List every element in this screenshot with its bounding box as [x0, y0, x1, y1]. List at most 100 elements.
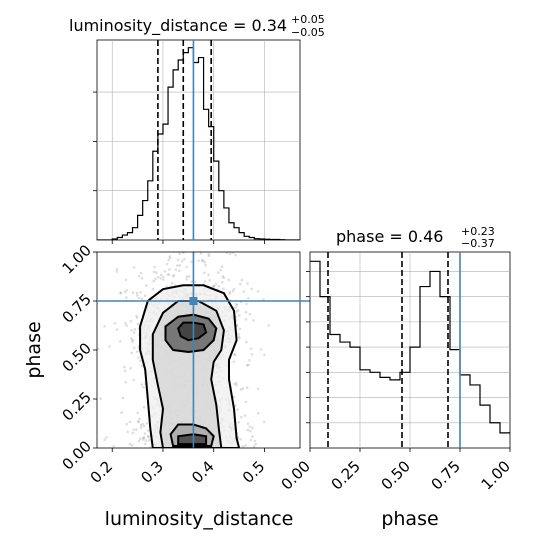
sample-point	[124, 278, 128, 282]
sample-point	[256, 290, 260, 293]
sample-point	[135, 314, 138, 318]
sample-point	[153, 265, 156, 269]
sample-point	[143, 294, 147, 298]
sample-point	[139, 271, 143, 275]
sample-point	[135, 428, 138, 431]
truth-point-marker	[189, 297, 198, 305]
sample-point	[142, 424, 146, 428]
sample-point	[159, 277, 163, 280]
x-tick-label: 0.5	[239, 457, 269, 487]
x-tick-label: 0.75	[428, 457, 464, 493]
phase-title-upper: +0.23	[461, 225, 495, 238]
sample-point	[136, 294, 139, 297]
sample-point	[239, 388, 243, 391]
sample-point	[170, 281, 174, 285]
sample-point	[241, 387, 245, 390]
sample-point	[129, 320, 133, 323]
sample-point	[221, 281, 224, 284]
sample-point	[140, 383, 144, 386]
sample-point	[212, 284, 216, 288]
sample-point	[201, 258, 204, 262]
sample-point	[162, 278, 165, 281]
sample-point	[125, 324, 128, 327]
sample-point	[128, 442, 132, 446]
sample-point	[225, 252, 229, 254]
sample-point	[190, 280, 194, 283]
sample-point	[124, 380, 127, 384]
sample-point	[236, 408, 239, 412]
sample-point	[248, 312, 252, 316]
sample-point	[143, 442, 147, 446]
sample-point	[142, 386, 145, 389]
sample-point	[233, 353, 237, 357]
sample-point	[241, 445, 245, 448]
sample-point	[246, 422, 250, 425]
sample-point	[240, 415, 243, 419]
sample-point	[121, 396, 125, 400]
sample-point	[216, 271, 220, 275]
x-axis-label-phase: phase	[381, 508, 438, 530]
sample-point	[208, 279, 211, 282]
sample-point	[185, 265, 188, 269]
sample-point	[152, 279, 155, 283]
sample-point	[185, 275, 189, 279]
right-ticks	[306, 271, 511, 452]
sample-point	[131, 291, 135, 294]
sample-point	[217, 285, 221, 288]
sample-point	[238, 314, 241, 317]
sample-point	[238, 327, 242, 331]
sample-point	[159, 273, 163, 277]
sample-point	[139, 291, 142, 294]
sample-point	[140, 297, 144, 301]
sample-point	[176, 264, 179, 267]
sample-point	[120, 411, 123, 414]
density-fill	[178, 322, 207, 341]
sample-point	[145, 422, 149, 425]
sample-point	[129, 366, 132, 370]
sample-point	[141, 438, 145, 441]
sample-point	[245, 302, 248, 306]
sample-point	[236, 309, 240, 312]
sample-point	[145, 284, 148, 287]
sample-point	[168, 255, 172, 258]
sample-point	[131, 338, 134, 342]
sample-point	[146, 434, 150, 438]
sample-point	[139, 426, 143, 430]
sample-point	[249, 347, 253, 350]
sample-point	[119, 291, 122, 295]
sample-point	[214, 282, 218, 286]
y-tick-label: 0.25	[59, 388, 95, 424]
panel-luminosity-distance-histogram: luminosity_distance = 0.34 +0.05 −0.05	[69, 13, 325, 244]
sample-point	[142, 405, 146, 409]
sample-point	[143, 432, 147, 435]
sample-point	[131, 340, 134, 343]
sample-point	[99, 397, 102, 400]
sample-point	[124, 321, 127, 325]
sample-point	[137, 296, 141, 300]
sample-point	[103, 325, 106, 328]
sample-point	[152, 270, 156, 274]
top-ticks	[93, 91, 265, 244]
sample-point	[249, 429, 252, 433]
sample-point	[237, 420, 240, 424]
sample-point	[203, 280, 207, 283]
contour-line	[177, 321, 208, 342]
sample-point	[219, 268, 222, 272]
sample-point	[142, 436, 145, 440]
sample-point	[247, 297, 250, 300]
sample-point	[232, 360, 236, 364]
sample-point	[267, 324, 271, 327]
contour-line	[164, 313, 218, 354]
sample-point	[263, 353, 266, 357]
y-tick-label: 0.00	[59, 437, 95, 473]
y-tick-label: 0.75	[59, 290, 95, 326]
sample-point	[251, 435, 254, 438]
sample-point	[140, 364, 144, 368]
luminosity-distance-quantile-lines	[157, 40, 212, 240]
sample-point	[123, 290, 127, 294]
sample-point	[140, 276, 144, 280]
sample-point	[250, 287, 253, 291]
sample-point	[178, 252, 181, 256]
x-tick-label: 0.3	[137, 457, 167, 487]
